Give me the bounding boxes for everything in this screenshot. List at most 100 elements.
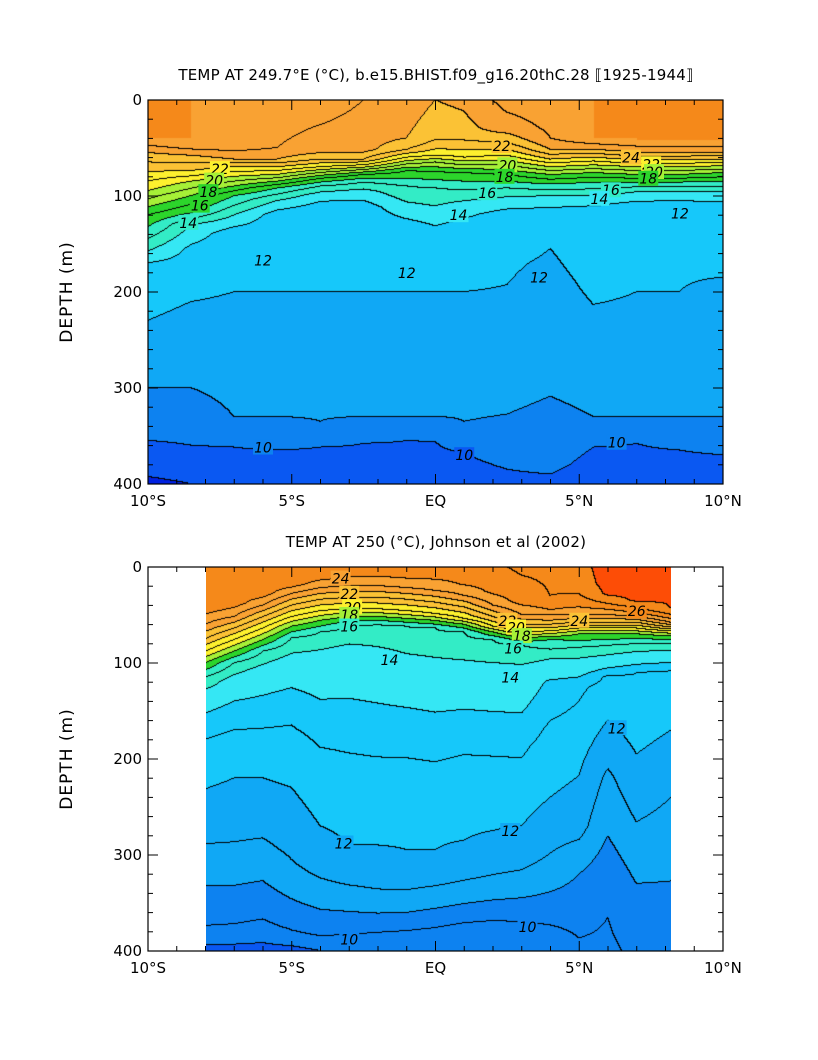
contour-label-bg [204,172,225,188]
y-tick-label: 300 [113,379,142,397]
contour-label: 12 [398,266,416,282]
x-tick-label: EQ [425,959,446,977]
y-axis-label: DEPTH (m) [57,708,77,809]
contour-label: 12 [501,824,519,840]
contour-label-bg [330,570,351,586]
contour-labels: 242220181614222018161424261212121010 [330,570,647,948]
contour-label-bg [491,138,512,154]
contour-label: 24 [570,614,588,630]
y-tick-label: 300 [113,846,142,864]
contour-label-bg [253,252,273,268]
contour-label: 12 [671,206,689,222]
contour-label: 12 [254,253,272,269]
contour-label: 12 [608,721,626,737]
contour-label: 24 [332,572,350,588]
contour-label: 16 [504,642,522,658]
contour-label-bg [477,185,498,201]
axes-frame [147,99,724,485]
contour-label-bg [500,823,521,838]
contour-label-bg [339,618,360,634]
contour-label: 10 [254,441,272,457]
contour-label-bg [253,439,273,455]
axes-frame [147,566,724,952]
contour-label-bg [626,603,647,619]
x-tick-label: 10°N [704,492,742,510]
contour-label-bg [497,157,518,173]
contour-label-bg [189,197,210,213]
plot-area [206,567,671,951]
y-tick-label: 0 [132,91,142,109]
contour-label-bg [517,919,538,934]
x-tick-label: 5°S [278,959,305,977]
contour-label: 12 [335,836,353,852]
x-tick-label: 5°N [565,492,593,510]
contour-label: 14 [179,216,197,232]
contour-label: 10 [608,436,626,452]
contour-label-bg [569,612,590,628]
contour-label-bg [669,205,690,221]
contour-label: 24 [622,151,640,167]
contour-label-bg [638,170,659,186]
contour-label: 14 [590,192,608,208]
contour-label-bg [606,720,627,736]
contour-label-bg [500,669,521,685]
contour-label: 18 [639,172,657,188]
contour-label: 10 [340,932,358,948]
x-tick-label: EQ [425,492,446,510]
x-tick-label: 5°N [565,959,593,977]
contour-label: 18 [199,185,217,201]
panel-model-temperature: TEMP AT 249.7°E (°C), b.e15.BHIST.f09_g1… [57,66,742,510]
y-axis-label: DEPTH (m) [57,241,77,342]
y-tick-label: 0 [132,558,142,576]
y-tick-label: 200 [113,283,142,301]
contour-label: 14 [450,208,468,224]
contour-label-bg [503,640,524,656]
contour-label-bg [209,161,230,177]
contour-label-bg [511,628,532,644]
contour-label-bg [494,168,515,184]
y-tick-label: 400 [113,475,142,493]
contour-label: 22 [493,139,511,155]
contour-label-bg [621,149,641,165]
x-tick-label: 10°S [130,959,166,977]
contour-label-bg [454,447,475,463]
contour-label-bg [448,207,469,223]
x-tick-label: 5°S [278,492,305,510]
tick-labels: 10°S 5°S EQ 5°N 10°N 0 100 200 300 400 [113,91,742,510]
x-tick-label: 10°N [704,959,742,977]
y-tick-label: 200 [113,750,142,768]
panel-observed-temperature: TEMP AT 250 (°C), Johnson et al (2002) D… [57,533,742,977]
contour-label: 22 [340,587,358,603]
contour-labels: 2220181614122220181614121224222018161412… [178,138,690,464]
contour-label-bg [606,434,627,450]
chart-title: TEMP AT 250 (°C), Johnson et al (2002) [285,533,586,551]
contour-label-bg [339,931,360,947]
contour-label-bg [396,264,417,280]
contour-label: 16 [191,199,209,215]
contour-label-bg [178,214,199,230]
x-tick-label: 10°S [130,492,166,510]
y-tick-label: 100 [113,187,142,205]
filled-contours [206,567,671,951]
tick-labels: 10°S 5°S EQ 5°N 10°N 0 100 200 300 400 [113,558,742,977]
contour-label: 16 [340,620,358,636]
contour-label-bg [198,184,219,200]
contour-label-bg [339,585,360,601]
y-tick-label: 400 [113,942,142,960]
chart-title: TEMP AT 249.7°E (°C), b.e15.BHIST.f09_g1… [177,66,693,85]
contour-label-bg [333,835,354,851]
contour-label: 18 [496,170,514,186]
contour-label: 10 [455,448,473,464]
contour-label: 14 [381,653,399,669]
contour-label-bg [589,190,610,206]
contour-label-bg [379,652,400,668]
contour-label: 16 [478,186,496,202]
y-tick-label: 100 [113,654,142,672]
contour-label: 26 [628,604,646,620]
contour-label-bg [529,269,549,285]
contour-label: 14 [501,670,519,686]
contour-label-bg [339,607,360,622]
contour-label: 12 [530,271,548,287]
